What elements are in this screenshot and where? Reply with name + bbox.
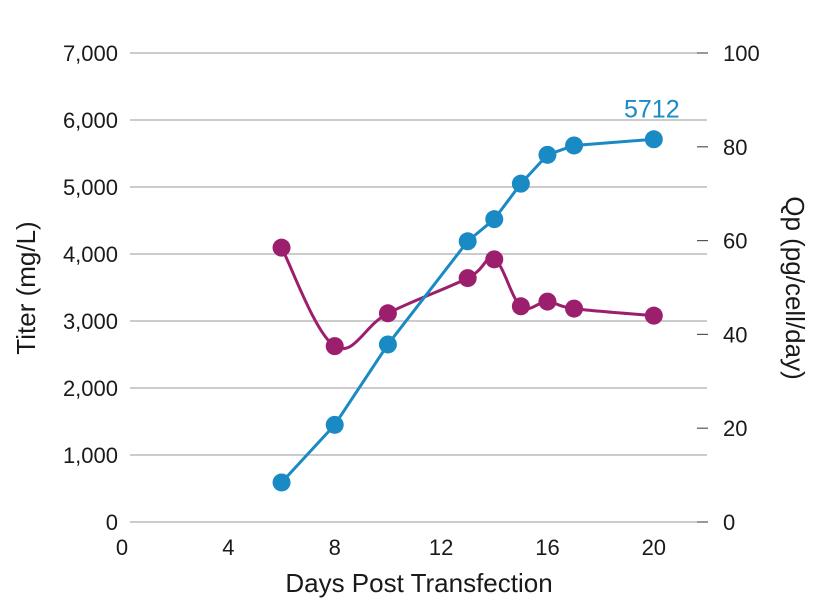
qp-data-point bbox=[565, 299, 584, 318]
qp-data-point bbox=[272, 238, 291, 257]
series bbox=[272, 130, 663, 492]
y-left-tick-label: 7,000 bbox=[63, 41, 118, 66]
x-tick-label: 16 bbox=[535, 535, 559, 560]
qp-data-point bbox=[458, 269, 477, 288]
titer-data-point bbox=[485, 210, 504, 229]
tick-labels: 0 1,000 2,000 3,000 4,000 5,000 6,000 7,000 0 20 4… bbox=[63, 41, 760, 560]
annotations: 5712 bbox=[624, 95, 680, 123]
qp-data-point bbox=[644, 306, 663, 325]
y-right-tick-label: 100 bbox=[723, 41, 760, 66]
x-tick-label: 0 bbox=[116, 535, 128, 560]
titer-data-point bbox=[644, 130, 663, 149]
y-left-tick-label: 6,000 bbox=[63, 108, 118, 133]
value-annotation: 5712 bbox=[624, 95, 680, 123]
titer-data-point bbox=[538, 145, 557, 164]
gridlines bbox=[130, 52, 708, 523]
qp-data-point bbox=[511, 297, 530, 316]
y-left-tick-label: 4,000 bbox=[63, 242, 118, 267]
y-left-tick-label: 2,000 bbox=[63, 376, 118, 401]
y-right-tick-label: 40 bbox=[723, 322, 747, 347]
qp-data-point bbox=[378, 304, 397, 323]
titer-data-point bbox=[325, 415, 344, 434]
x-tick-label: 20 bbox=[642, 535, 666, 560]
qp-series-line bbox=[280, 246, 656, 350]
y-left-tick-label: 5,000 bbox=[63, 175, 118, 200]
y-left-tick-label: 1,000 bbox=[63, 443, 118, 468]
x-tick-label: 12 bbox=[429, 535, 453, 560]
qp-data-point bbox=[485, 250, 504, 269]
y-axis-left-title: Titer (mg/L) bbox=[11, 221, 41, 354]
y-axis-right-title: Qp (pg/cell/day) bbox=[780, 196, 810, 380]
x-tick-label: 8 bbox=[329, 535, 341, 560]
titer-data-point bbox=[511, 174, 530, 193]
x-tick-label: 4 bbox=[222, 535, 234, 560]
y-right-tick-label: 20 bbox=[723, 416, 747, 441]
titer-data-point bbox=[458, 232, 477, 251]
y-right-tick-label: 0 bbox=[723, 510, 735, 535]
qp-data-point bbox=[538, 292, 557, 311]
y-right-tick-label: 80 bbox=[723, 135, 747, 160]
x-axis-title: Days Post Transfection bbox=[285, 568, 552, 598]
y-left-tick-label: 0 bbox=[106, 510, 118, 535]
y-right-tick-label: 60 bbox=[723, 229, 747, 254]
y-left-tick-label: 3,000 bbox=[63, 309, 118, 334]
titer-data-point bbox=[272, 473, 291, 492]
titer-data-point bbox=[378, 335, 397, 354]
titer-data-point bbox=[565, 136, 584, 155]
qp-data-point bbox=[325, 337, 344, 356]
